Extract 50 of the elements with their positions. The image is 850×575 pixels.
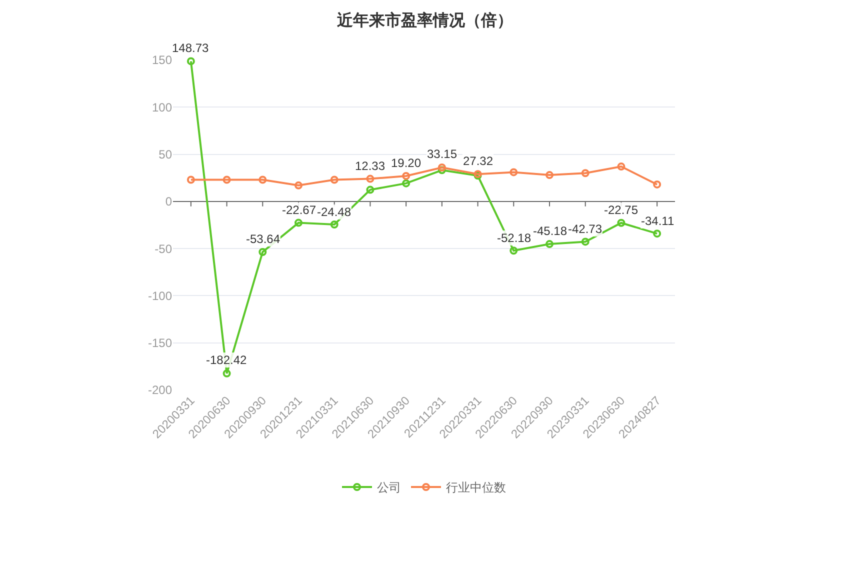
point	[330, 176, 338, 184]
point	[617, 162, 626, 171]
point	[186, 57, 195, 66]
data-label: -52.18	[497, 231, 532, 245]
point	[258, 248, 267, 256]
point	[366, 186, 374, 194]
point	[546, 240, 554, 248]
y-tick-label: 150	[152, 53, 172, 68]
point	[294, 181, 302, 190]
y-tick-label: -150	[148, 336, 172, 350]
data-label: 12.33	[355, 159, 386, 173]
data-label: -24.48	[317, 205, 352, 219]
point	[402, 172, 410, 180]
data-label: 33.15	[427, 147, 458, 161]
legend-label: 公司	[377, 480, 401, 495]
legend-label: 行业中位数	[446, 480, 506, 495]
point	[294, 218, 302, 227]
point	[366, 174, 374, 183]
point	[653, 180, 662, 188]
chart-title: 近年来市盈率情况（倍）	[336, 10, 513, 30]
point	[402, 179, 410, 188]
y-tick-label: -100	[148, 288, 172, 303]
point	[581, 238, 590, 246]
point	[546, 171, 554, 180]
data-label: 27.32	[463, 154, 494, 168]
point	[258, 176, 267, 184]
data-label: -22.75	[604, 203, 638, 217]
point	[510, 168, 518, 176]
point	[186, 176, 195, 184]
point	[510, 246, 518, 255]
data-label: -45.18	[533, 224, 568, 238]
y-tick-label: -50	[154, 242, 172, 256]
y-tick-label: 100	[152, 100, 172, 114]
point	[438, 163, 446, 172]
point	[222, 176, 231, 184]
y-tick-label: -200	[148, 383, 172, 398]
data-label: 19.20	[391, 156, 422, 170]
data-label: -42.73	[568, 222, 602, 236]
data-label: -182.42	[206, 353, 248, 367]
y-tick-label: 0	[165, 194, 172, 209]
data-label: -22.67	[282, 203, 316, 217]
point	[222, 369, 231, 378]
point	[617, 218, 626, 227]
data-label: -34.11	[641, 214, 674, 228]
point	[330, 220, 338, 229]
data-label: -53.64	[246, 232, 280, 246]
point	[653, 230, 662, 238]
y-tick-label: 50	[158, 147, 172, 162]
point	[581, 169, 590, 178]
data-label: 148.73	[172, 41, 210, 55]
